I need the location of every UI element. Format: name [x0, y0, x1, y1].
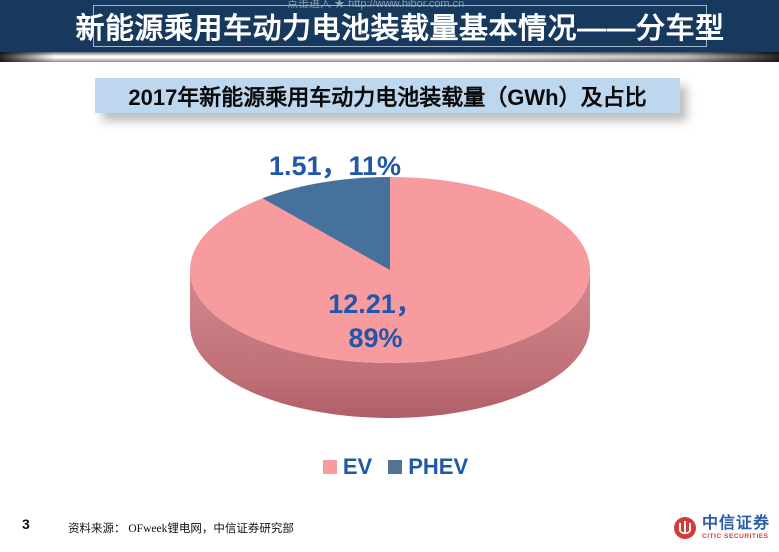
- legend-label-phev: PHEV: [408, 454, 469, 479]
- legend-item-phev[interactable]: PHEV: [388, 454, 468, 480]
- chart-legend: EV PHEV: [0, 454, 779, 480]
- data-label-phev: 1.51，11%: [268, 151, 402, 181]
- citic-emblem-icon: [673, 517, 696, 540]
- data-label-ev-percent: 89%: [348, 323, 403, 353]
- title-border-box: 新能源乘用车动力电池装载量基本情况——分车型: [76, 5, 724, 47]
- ev-color-swatch: [322, 460, 337, 474]
- data-label-ev-value: 12.21，: [328, 289, 423, 319]
- citic-name-cn: 中信证券: [701, 515, 770, 532]
- chart-title: 2017年新能源乘用车动力电池装载量（GWh）及占比: [128, 84, 647, 110]
- phev-color-swatch: [388, 460, 403, 474]
- source-note: 资料来源： OFweek锂电网，中信证券研究部: [68, 523, 294, 535]
- pie-side-wall: [190, 270, 590, 418]
- data-label-ev: 12.21， 89%: [293, 287, 458, 355]
- chart-title-bar: 2017年新能源乘用车动力电池装载量（GWh）及占比: [95, 78, 680, 113]
- citic-logo: 中信证券 CITIC SECURITIES: [673, 516, 770, 541]
- legend-item-ev[interactable]: EV: [322, 454, 373, 480]
- citic-logo-text: 中信证券 CITIC SECURITIES: [702, 516, 770, 541]
- legend-label-ev: EV: [342, 454, 373, 479]
- citic-name-en: CITIC SECURITIES: [701, 533, 769, 540]
- pie-slice-phev[interactable]: [262, 176, 391, 270]
- page-title: 新能源乘用车动力电池装载量基本情况——分车型: [75, 13, 725, 45]
- divider-strip: [0, 52, 779, 62]
- watermark-text: 点击进入 ★ http://www.hibor.com.cn: [287, 0, 465, 10]
- title-band: 新能源乘用车动力电池装载量基本情况——分车型: [0, 0, 779, 52]
- page-number: 3: [22, 516, 30, 532]
